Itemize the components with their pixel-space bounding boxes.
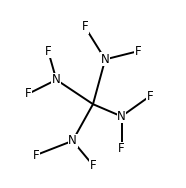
Text: F: F xyxy=(25,87,31,101)
Text: F: F xyxy=(33,149,39,161)
Text: N: N xyxy=(117,110,126,123)
Text: N: N xyxy=(101,53,110,66)
Text: N: N xyxy=(52,73,61,86)
Text: F: F xyxy=(45,45,52,58)
Text: N: N xyxy=(68,134,77,147)
Text: F: F xyxy=(147,89,153,102)
Text: F: F xyxy=(134,45,141,58)
Text: F: F xyxy=(81,20,88,33)
Text: F: F xyxy=(90,159,96,172)
Text: F: F xyxy=(118,143,125,155)
